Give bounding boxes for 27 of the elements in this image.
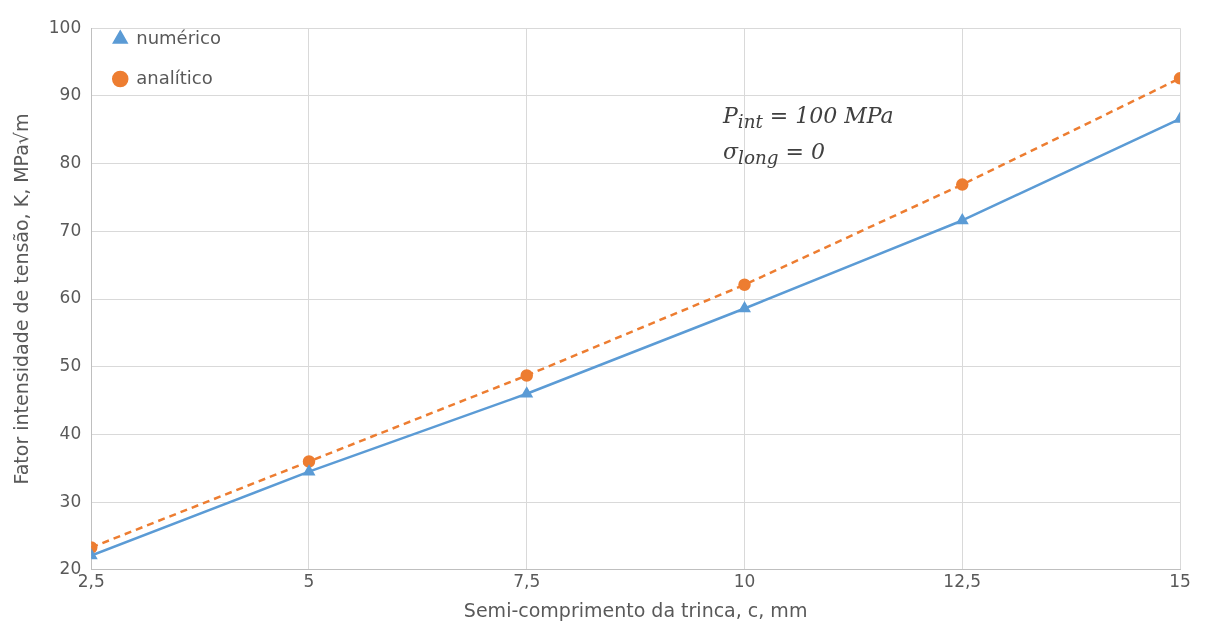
annotation: P$_{int}$ = 100 MPa [723,103,894,133]
point [956,214,968,225]
y-tick-label: 90 [59,84,82,105]
x-tick-label: 12,5 [943,571,982,592]
x-axis-title: Semi-comprimento da trinca, c, mm [463,598,808,621]
annotation: σ$_{long}$ = 0 [723,139,825,169]
point [520,369,533,382]
legend-label: numérico [136,26,221,48]
y-tick-label: 100 [48,16,82,37]
legend-label: analítico [136,66,213,88]
point [738,302,751,313]
point [302,455,316,468]
point [303,465,315,476]
y-tick-label: 30 [59,490,82,511]
point [956,178,969,191]
y-tick-label: 60 [59,287,82,308]
x-tick-label: 15 [1169,571,1191,592]
point [738,278,751,292]
y-tick-label: 40 [59,422,82,443]
y-tick-label: 80 [59,152,82,173]
x-tick-label: 5 [303,571,315,592]
x-tick-label: 10 [733,571,756,592]
y-tick-label: 70 [59,219,82,240]
x-tick-label: 7,5 [513,571,541,592]
y-tick-label: 50 [59,355,82,376]
y-axis-title: Fator intensidade de tensão, K, MPa√m [10,113,33,485]
point [521,387,533,398]
